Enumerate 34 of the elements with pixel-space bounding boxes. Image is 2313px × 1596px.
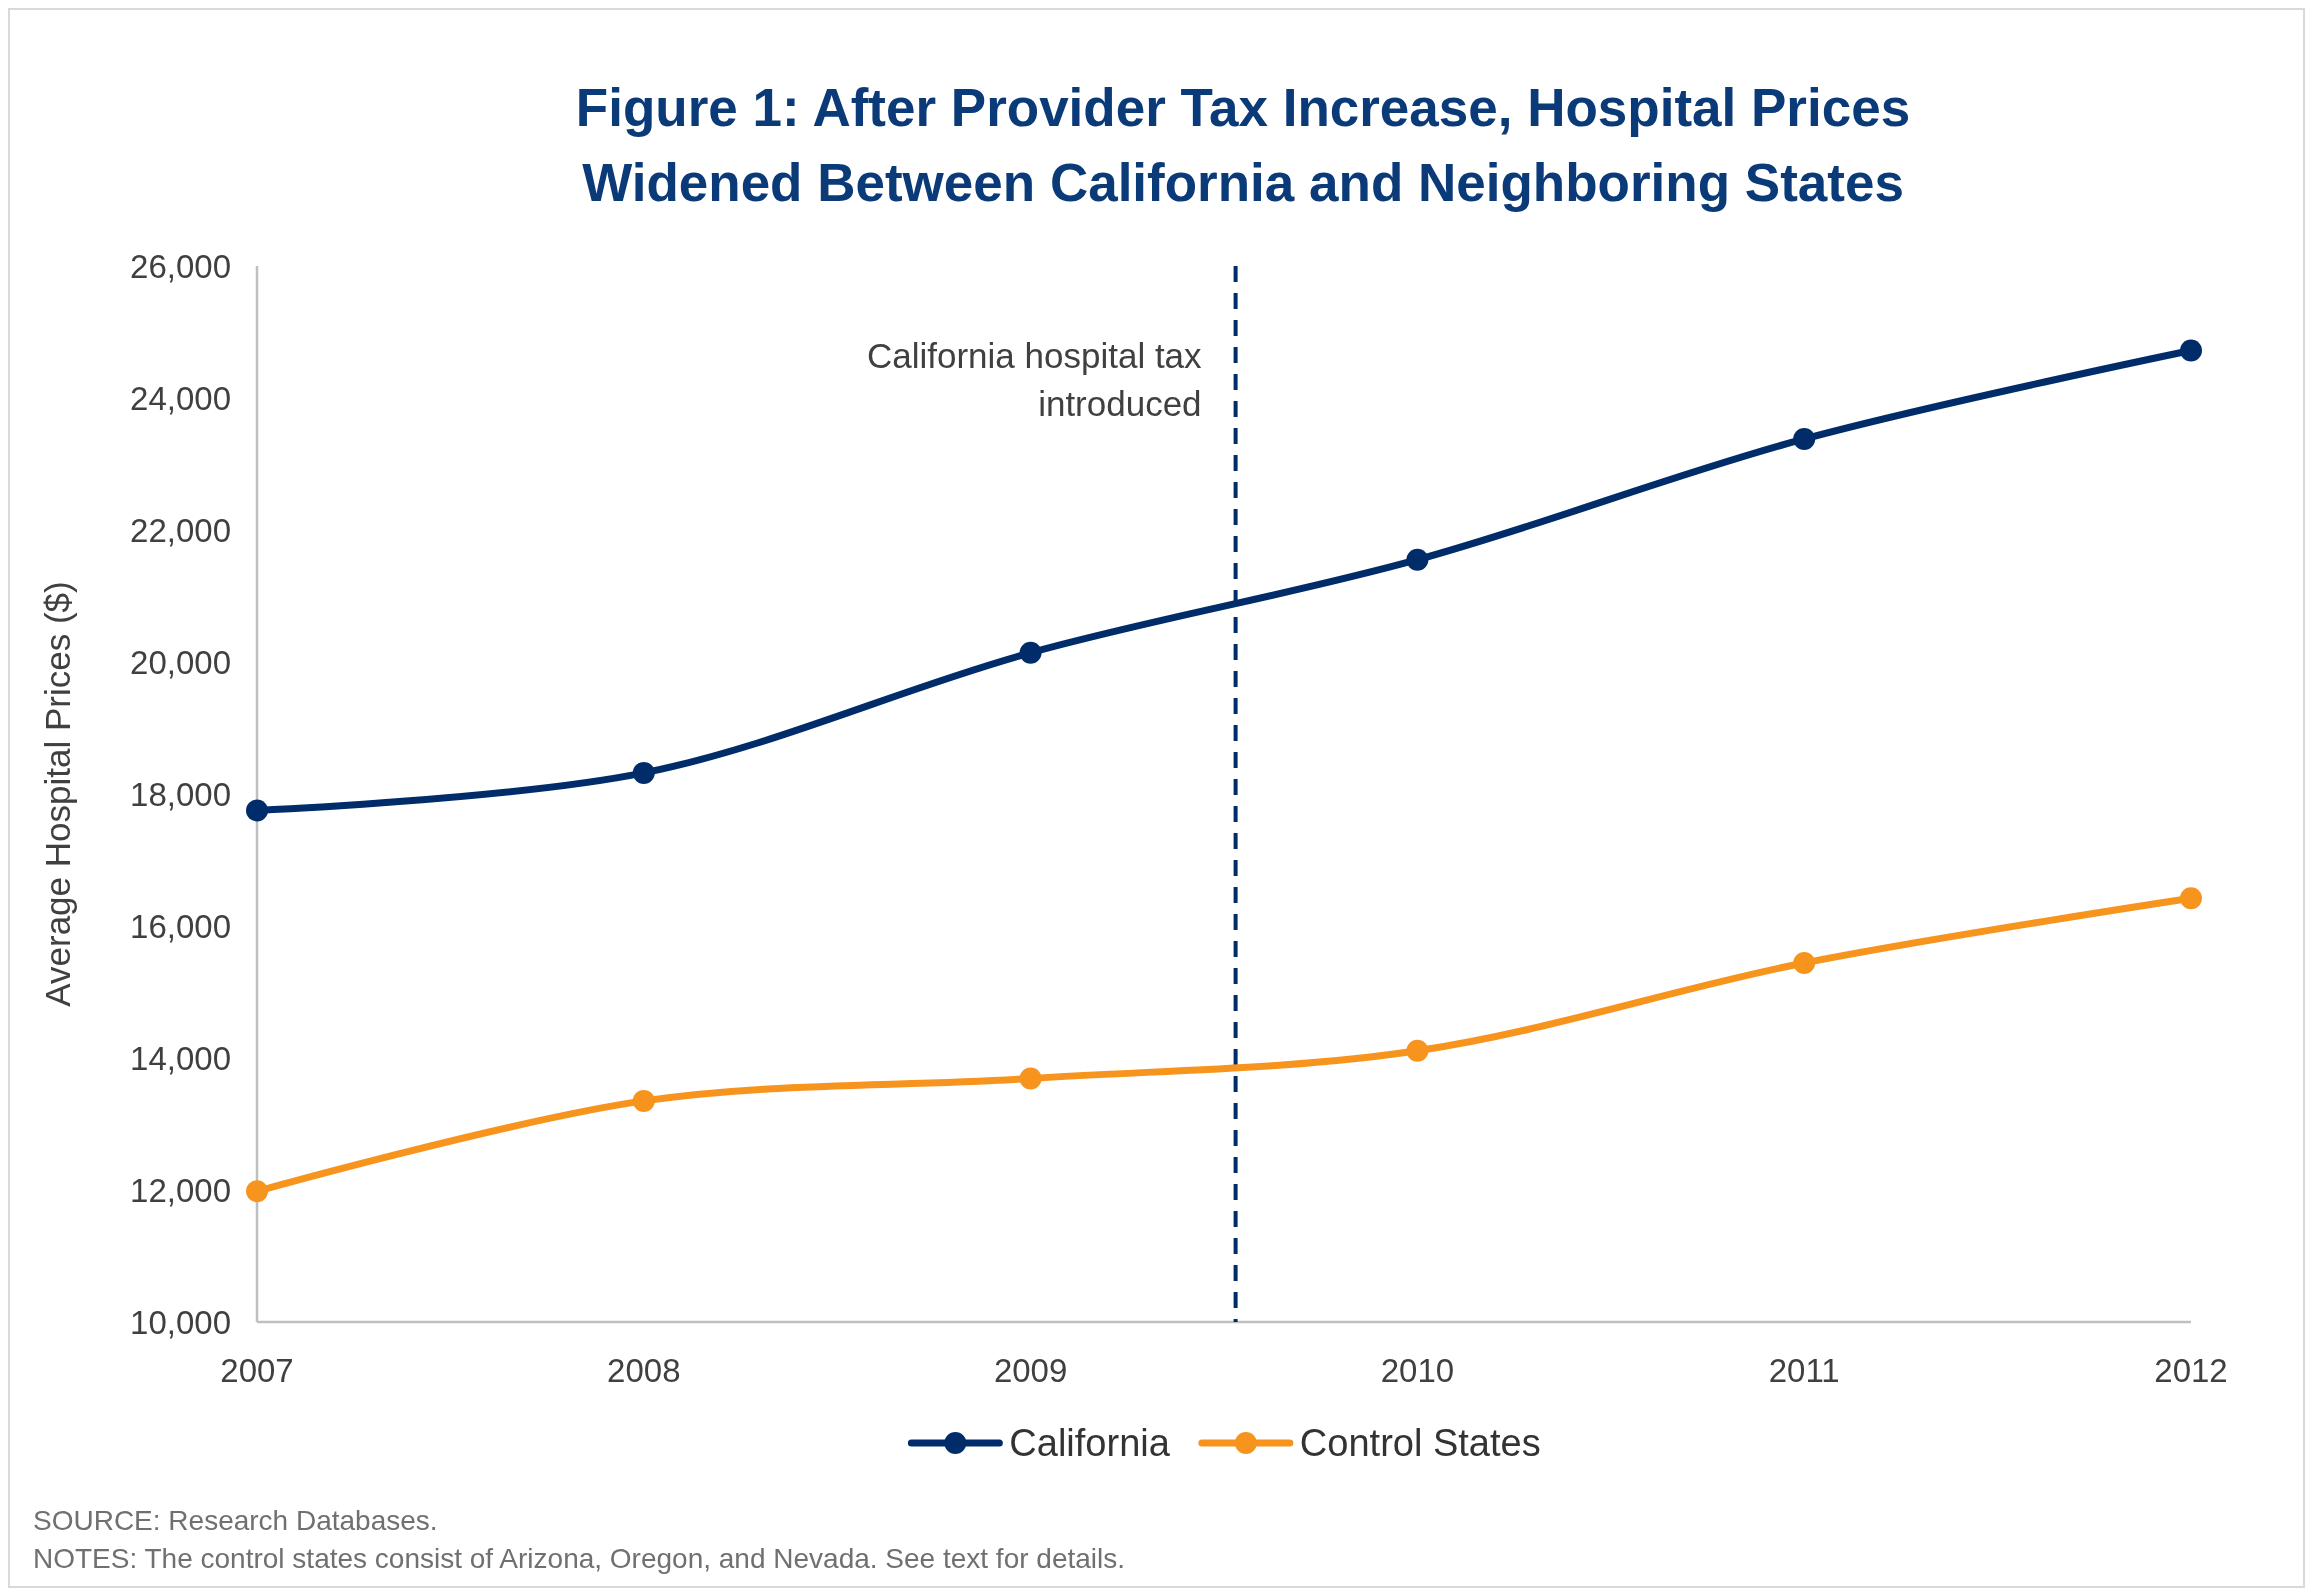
- chart-title: Figure 1: After Provider Tax Increase, Hospital Prices Widened Between California and Neighboring States: [575, 78, 1911, 212]
- point: [632, 761, 655, 784]
- point: [2180, 887, 2202, 910]
- x-tick-label: 2010: [1380, 1352, 1455, 1389]
- y-axis-title: Average Hospital Prices ($): [38, 581, 77, 1007]
- text: NOTES: The control states consist of Arizona, Oregon, and Nevada. See text for details.: [33, 1543, 1126, 1574]
- ref-line-label: California hospital tax introduced: [866, 336, 1203, 423]
- x-tick-label: 2008: [607, 1352, 681, 1389]
- y-tick-label: 26,000: [130, 247, 231, 285]
- legend-label: California: [1009, 1422, 1171, 1465]
- y-tick-label: 22,000: [130, 511, 231, 549]
- y-tick-label: 18,000: [130, 775, 231, 813]
- point: [1406, 548, 1429, 571]
- point: [2180, 339, 2202, 362]
- x-tick-label: 2012: [2154, 1352, 2228, 1389]
- source-note: SOURCE: Research Databases.: [33, 1505, 438, 1536]
- point: [1793, 951, 1816, 974]
- y-tick-label: 14,000: [130, 1039, 231, 1077]
- y-tick-label: 20,000: [130, 643, 231, 681]
- y-tick-label: 24,000: [130, 379, 231, 417]
- x-tick-label: 2011: [1768, 1352, 1840, 1389]
- legend-label: Control States: [1299, 1422, 1541, 1465]
- x-tick-label: 2009: [993, 1352, 1068, 1389]
- y-tick-label: 16,000: [130, 907, 231, 945]
- y-tick-label: 12,000: [130, 1171, 231, 1209]
- point: [1793, 427, 1816, 450]
- x-tick-label: 2007: [220, 1352, 294, 1389]
- point: [632, 1089, 655, 1112]
- point: [246, 1180, 268, 1203]
- point: [1019, 641, 1042, 664]
- y-tick-label: 10,000: [130, 1303, 231, 1341]
- point: [1406, 1039, 1429, 1062]
- point: [246, 799, 268, 822]
- point: [1019, 1067, 1042, 1090]
